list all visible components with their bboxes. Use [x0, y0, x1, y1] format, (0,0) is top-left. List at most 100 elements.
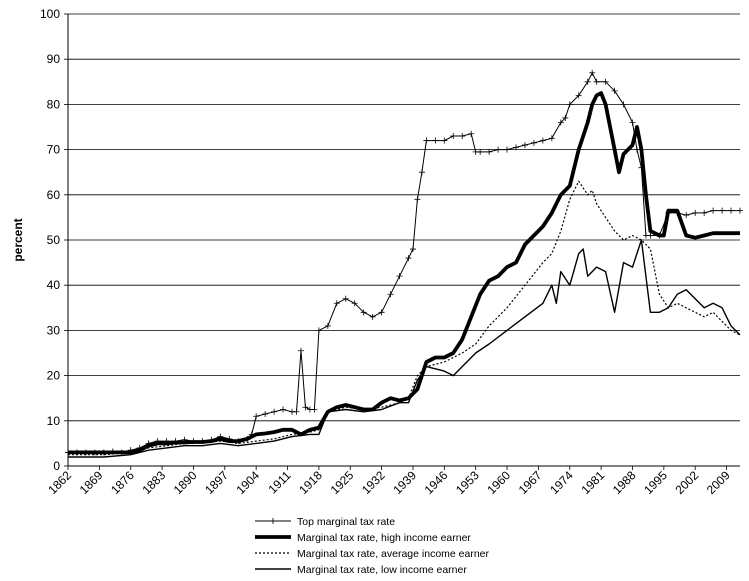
data-point-marker — [495, 146, 502, 153]
x-tick-label: 1925 — [328, 468, 357, 497]
y-tick-label: 20 — [47, 369, 61, 383]
data-point-marker — [629, 119, 636, 126]
x-tick-label: 1918 — [296, 468, 325, 497]
x-tick-label: 1869 — [77, 468, 106, 497]
y-tick-label: 40 — [47, 278, 61, 292]
x-tick-label: 1995 — [641, 468, 670, 497]
x-tick-label: 1946 — [422, 468, 451, 497]
legend: Top marginal tax rate Marginal tax rate, … — [255, 516, 490, 576]
y-tick-label: 0 — [53, 459, 60, 473]
x-tick-label: 1897 — [202, 468, 231, 497]
data-point-marker — [315, 327, 322, 334]
data-point-marker — [589, 69, 596, 76]
data-point-marker — [280, 406, 287, 413]
data-point-marker — [539, 137, 546, 144]
data-point-marker — [566, 101, 573, 108]
data-point-marker — [387, 291, 394, 298]
series-lines — [65, 69, 743, 458]
data-point-marker — [293, 408, 300, 415]
data-point-marker — [271, 408, 278, 415]
data-point-marker — [468, 130, 475, 137]
data-point-marker — [562, 114, 569, 121]
data-point-marker — [593, 78, 600, 85]
x-tick-label: 1932 — [359, 468, 388, 497]
y-tick-labels: 0 10 20 30 40 50 60 70 80 90 100 — [40, 7, 60, 473]
axes — [64, 13, 740, 470]
series-line-2 — [68, 180, 741, 456]
x-tick-label: 1960 — [484, 468, 513, 497]
data-point-marker — [342, 295, 349, 302]
data-point-marker — [441, 137, 448, 144]
x-tick-label: 1939 — [390, 468, 419, 497]
x-tick-label: 1988 — [610, 468, 639, 497]
data-point-marker — [728, 207, 735, 214]
data-point-marker — [450, 133, 457, 140]
data-point-marker — [521, 142, 528, 149]
data-point-marker — [513, 144, 519, 151]
data-point-marker — [418, 169, 425, 176]
data-point-marker — [405, 255, 412, 262]
data-point-marker — [557, 119, 564, 126]
data-point-marker — [486, 148, 493, 155]
x-tick-label: 1890 — [171, 468, 200, 497]
data-point-marker — [297, 347, 304, 354]
data-point-marker — [737, 207, 743, 214]
y-tick-label: 60 — [47, 188, 61, 202]
legend-label-2: Marginal tax rate, average income earner — [297, 548, 490, 560]
data-point-marker — [701, 209, 708, 216]
data-point-marker — [432, 137, 439, 144]
y-tick-label: 100 — [40, 7, 60, 21]
data-point-marker — [584, 78, 591, 85]
data-point-marker — [647, 232, 654, 239]
x-tick-labels: 1862 1869 1876 1883 1890 1897 1904 1911 1918 1925… — [45, 468, 733, 497]
y-tick-label: 30 — [47, 323, 61, 337]
x-tick-label: 1911 — [265, 468, 293, 496]
data-point-marker — [692, 209, 699, 216]
data-point-marker — [620, 101, 627, 108]
data-point-marker — [360, 309, 367, 316]
gridlines — [68, 13, 740, 422]
data-point-marker — [504, 146, 511, 153]
legend-label-0: Top marginal tax rate — [297, 516, 395, 528]
data-point-marker — [602, 78, 609, 85]
data-point-marker — [548, 135, 555, 142]
series-line-1 — [68, 91, 740, 455]
data-point-marker — [477, 148, 484, 155]
y-tick-label: 80 — [47, 97, 61, 111]
data-point-marker — [396, 273, 403, 280]
x-tick-label: 2002 — [673, 468, 702, 497]
data-point-marker — [611, 87, 618, 94]
legend-label-3: Marginal tax rate, low income earner — [297, 564, 467, 576]
data-point-marker — [253, 413, 260, 420]
x-tick-label: 1967 — [516, 468, 545, 497]
data-point-marker — [324, 322, 331, 329]
data-point-marker — [633, 146, 640, 153]
data-point-marker — [351, 300, 358, 307]
legend-label-1: Marginal tax rate, high income earner — [297, 532, 471, 544]
y-tick-label: 10 — [47, 414, 61, 428]
x-tick-label: 1904 — [233, 468, 262, 497]
x-tick-label: 1883 — [139, 468, 168, 497]
data-point-marker — [333, 300, 340, 307]
data-point-marker — [378, 309, 385, 316]
x-tick-label: 1974 — [547, 468, 576, 497]
y-tick-label: 90 — [47, 52, 61, 66]
x-tick-label: 2009 — [704, 468, 733, 497]
data-point-marker — [262, 411, 269, 418]
y-axis-title: percent — [11, 218, 25, 261]
data-point-marker — [423, 137, 430, 144]
data-point-marker — [409, 246, 416, 253]
data-point-marker — [459, 133, 466, 140]
data-point-marker — [311, 406, 318, 413]
data-point-marker — [530, 139, 537, 146]
y-tick-label: 50 — [47, 233, 61, 247]
x-tick-label: 1876 — [108, 468, 137, 497]
data-point-marker — [710, 207, 717, 214]
legend-marker — [270, 518, 276, 524]
data-point-marker — [683, 212, 690, 219]
series-line-3 — [68, 239, 741, 458]
x-tick-label: 1981 — [578, 468, 607, 497]
x-tick-label: 1862 — [45, 468, 74, 497]
